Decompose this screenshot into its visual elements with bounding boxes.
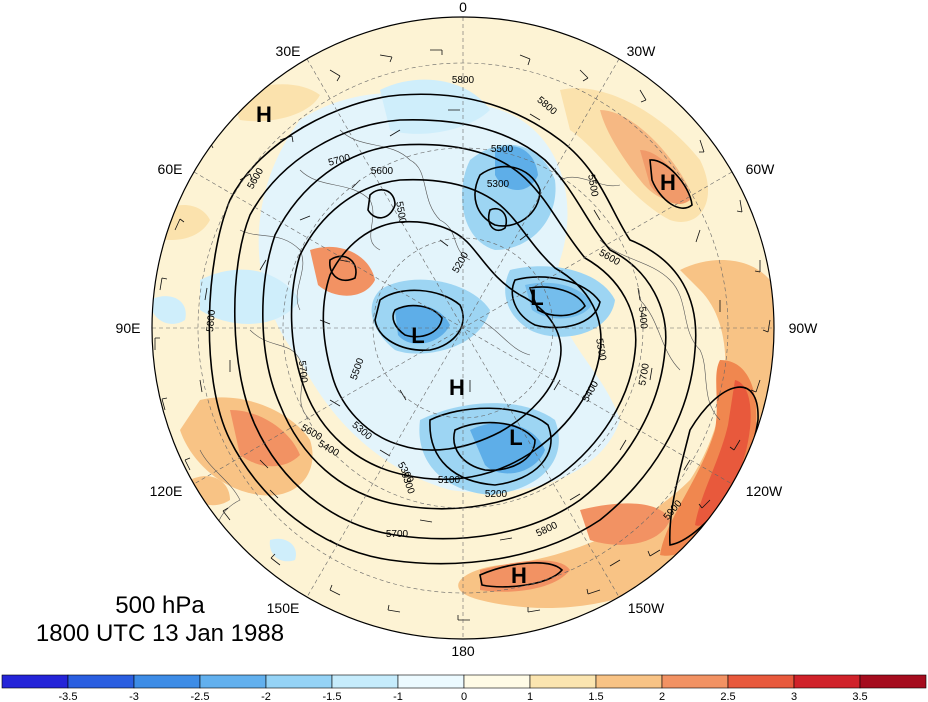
lon-label-0: 0 [459, 0, 467, 15]
contour-label: 5800 [205, 309, 218, 333]
wind-barbs [154, 49, 771, 621]
colorbar-swatch [859, 674, 927, 689]
pressure-level-title: 500 hPa [115, 592, 205, 619]
lon-label-60w: 60W [746, 161, 776, 177]
colorbar-tick-label: 2 [659, 691, 665, 702]
colorbar: -3.5 -3 -2.5 -2 -1.5 -1 0 1 1.5 2 2.5 3 3.5 [1, 674, 927, 702]
colorbar-tick-labels: -3.5 -3 -2.5 -2 -1.5 -1 0 1 1.5 2 2.5 3 3.5 [59, 691, 868, 702]
colorbar-swatch [595, 674, 663, 689]
colorbar-swatches [1, 674, 927, 689]
colorbar-swatch [67, 674, 135, 689]
lon-label-90w: 90W [789, 320, 819, 336]
lon-label-150w: 150W [628, 600, 665, 616]
low-center-marker: L [509, 425, 522, 450]
colorbar-swatch [529, 674, 597, 689]
colorbar-tick-label: -3 [129, 691, 139, 702]
colorbar-swatch [133, 674, 201, 689]
colorbar-swatch [463, 674, 531, 689]
contour-label: 5500 [585, 174, 600, 198]
pressure-centers: H H L L H L H [256, 102, 676, 588]
longitude-labels: 0 30W 60W 90W 120W 150W 180 150E 120E 90… [116, 0, 819, 659]
colorbar-swatch [661, 674, 729, 689]
colorbar-tick-label: 3 [791, 691, 797, 702]
contour-label: 5300 [487, 179, 510, 190]
colorbar-tick-label: 3.5 [852, 691, 867, 702]
colorbar-swatch [727, 674, 795, 689]
height-contours [208, 93, 759, 588]
colorbar-tick-label: -1.5 [323, 691, 342, 702]
high-center-marker: H [660, 170, 676, 195]
colorbar-swatch [265, 674, 333, 689]
contour-label: 5500 [393, 201, 408, 225]
contour-label: 5400 [636, 306, 649, 330]
colorbar-swatch [331, 674, 399, 689]
contour-label: 5500 [491, 144, 514, 155]
lon-label-120w: 120W [746, 483, 783, 499]
lon-label-150e: 150E [267, 600, 300, 616]
lon-label-90e: 90E [116, 320, 141, 336]
high-center-marker: H [449, 375, 465, 400]
colorbar-tick-label: 2.5 [720, 691, 735, 702]
lon-label-30w: 30W [627, 43, 657, 59]
lon-label-120e: 120E [150, 483, 183, 499]
contour-label: 5700 [637, 362, 652, 386]
contour-label: 5700 [386, 529, 409, 540]
colorbar-tick-label: 0 [461, 691, 467, 702]
colorbar-tick-label: -2 [261, 691, 271, 702]
map-boundary [151, 16, 775, 640]
contour-label: 5600 [371, 166, 394, 177]
colorbar-tick-label: 1.5 [588, 691, 603, 702]
colorbar-swatch [397, 674, 465, 689]
contour-label: 5700 [296, 360, 309, 384]
colorbar-tick-label: -2.5 [191, 691, 210, 702]
colorbar-tick-label: -3.5 [59, 691, 78, 702]
lon-label-30e: 30E [276, 43, 301, 59]
colorbar-tick-label: 1 [527, 691, 533, 702]
lon-label-60e: 60E [158, 161, 183, 177]
graticule [152, 17, 774, 639]
contour-label: 5100 [438, 475, 461, 486]
map-title: 500 hPa 1800 UTC 13 Jan 1988 [10, 592, 310, 648]
colorbar-tick-label: -1 [393, 691, 403, 702]
colorbar-swatch [793, 674, 861, 689]
low-center-marker: L [530, 285, 543, 310]
contour-label: 5200 [485, 489, 508, 500]
colorbar-swatch [199, 674, 267, 689]
colorbar-swatch [1, 674, 69, 689]
lon-label-180: 180 [451, 643, 475, 659]
contour-label: 5800 [452, 75, 475, 86]
high-center-marker: H [256, 102, 272, 127]
low-center-marker: L [411, 323, 424, 348]
high-center-marker: H [511, 563, 527, 588]
valid-time-title: 1800 UTC 13 Jan 1988 [35, 620, 285, 647]
contour-label: 5500 [593, 338, 608, 362]
